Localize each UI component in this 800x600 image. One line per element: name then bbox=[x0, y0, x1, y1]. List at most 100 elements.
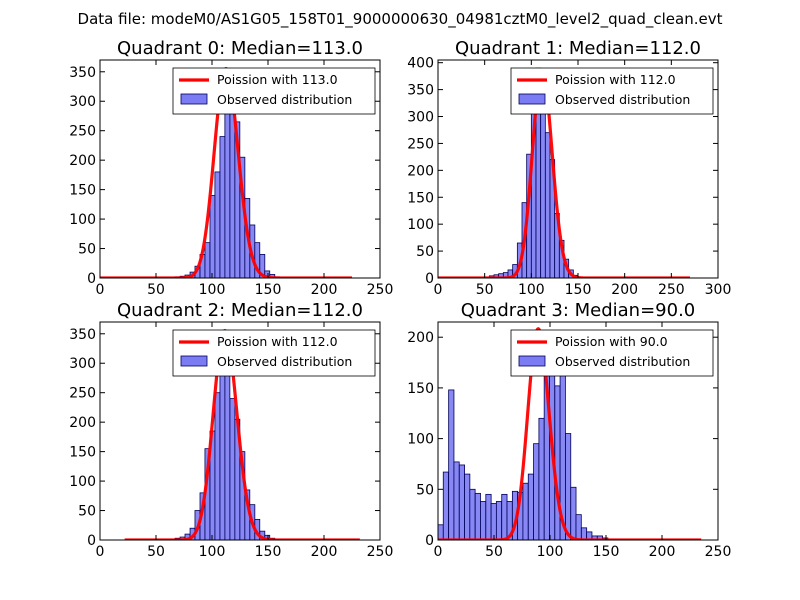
histogram-bar bbox=[527, 473, 534, 540]
figure-suptitle: Data file: modeM0/AS1G05_158T01_90000006… bbox=[78, 10, 723, 29]
axes-frame bbox=[437, 321, 719, 541]
histogram-bar bbox=[533, 443, 540, 540]
x-tick-label: 0 bbox=[434, 282, 443, 298]
y-tick-label: 50 bbox=[78, 242, 96, 258]
y-tick-label: 150 bbox=[69, 445, 96, 461]
histogram-bar bbox=[565, 433, 572, 540]
x-tick-label: 100 bbox=[199, 282, 226, 298]
histogram-bar bbox=[490, 503, 497, 540]
x-tick-label: 100 bbox=[537, 544, 564, 560]
x-tick-label: 250 bbox=[367, 544, 394, 560]
chart-panel-2: 0 50 100 150 200 250 0 50 100 150 200 250 300 350 Quad… bbox=[69, 300, 393, 560]
legend-hist-label: Observed distribution bbox=[555, 92, 690, 107]
histogram-bar bbox=[448, 389, 455, 540]
y-tick-label: 400 bbox=[407, 56, 434, 72]
legend-line-label: Poission with 113.0 bbox=[217, 72, 338, 87]
chart-panel-1: 0 50 100 150 200 250 300 0 50 100 150 200 250 300 350 4… bbox=[407, 38, 731, 298]
histogram-bar bbox=[214, 392, 221, 540]
legend-hist-label: Observed distribution bbox=[217, 92, 352, 107]
histogram-bar bbox=[453, 461, 460, 540]
y-tick-label: 200 bbox=[69, 415, 96, 431]
x-tick-label: 100 bbox=[518, 282, 545, 298]
y-tick-label: 150 bbox=[407, 190, 434, 206]
legend-line-label: Poission with 112.0 bbox=[555, 72, 676, 87]
y-tick-label: 200 bbox=[407, 330, 434, 346]
histogram-bar bbox=[219, 351, 226, 540]
y-tick-label: 350 bbox=[69, 65, 96, 81]
y-tick-label: 50 bbox=[416, 482, 434, 498]
y-tick-label: 300 bbox=[69, 356, 96, 372]
x-tick-label: 50 bbox=[147, 544, 165, 560]
y-tick-label: 350 bbox=[407, 83, 434, 99]
x-tick-label: 300 bbox=[705, 282, 732, 298]
histogram-bar bbox=[538, 417, 545, 540]
legend: Poission with 113.0 Observed distribution bbox=[172, 67, 376, 115]
y-tick-label: 100 bbox=[69, 474, 96, 490]
histogram-bar bbox=[469, 488, 476, 540]
legend-box bbox=[510, 329, 714, 377]
legend-hist-swatch bbox=[180, 355, 208, 367]
poisson-curve bbox=[438, 68, 690, 278]
legend: Poission with 112.0 Observed distribution bbox=[510, 67, 714, 115]
legend-hist-swatch bbox=[180, 93, 208, 105]
x-tick-label: 200 bbox=[611, 282, 638, 298]
x-tick-label: 200 bbox=[311, 282, 338, 298]
histogram-bar bbox=[259, 254, 266, 278]
x-tick-label: 150 bbox=[565, 282, 592, 298]
chart-title: Quadrant 3: Median=90.0 bbox=[461, 300, 696, 321]
histogram-bar bbox=[580, 527, 588, 540]
chart-title: Quadrant 0: Median=113.0 bbox=[117, 38, 363, 59]
histogram-bar bbox=[442, 471, 449, 540]
histogram-bar bbox=[209, 195, 216, 278]
histogram-bar bbox=[575, 514, 582, 540]
histogram-bar bbox=[458, 464, 465, 540]
chart-panel-3: 0 50 100 150 200 250 0 50 100 150 200 Quadrant 3: M… bbox=[407, 300, 731, 560]
x-tick-label: 250 bbox=[705, 544, 732, 560]
legend-hist-label: Observed distribution bbox=[217, 354, 352, 369]
histogram-bar bbox=[224, 100, 231, 278]
y-tick-label: 0 bbox=[87, 271, 96, 287]
chart-title: Quadrant 2: Median=112.0 bbox=[117, 300, 363, 321]
y-tick-label: 200 bbox=[407, 163, 434, 179]
legend-box bbox=[510, 67, 714, 115]
x-tick-label: 200 bbox=[649, 544, 676, 560]
y-tick-label: 250 bbox=[407, 136, 434, 152]
y-tick-label: 100 bbox=[407, 432, 434, 448]
legend-hist-swatch bbox=[518, 355, 546, 367]
y-tick-label: 150 bbox=[407, 381, 434, 397]
y-tick-label: 0 bbox=[87, 533, 96, 549]
histogram-bar bbox=[522, 482, 529, 540]
histogram-bar bbox=[229, 398, 236, 540]
y-tick-label: 50 bbox=[416, 244, 434, 260]
y-tick-label: 100 bbox=[69, 212, 96, 228]
histogram-bar bbox=[474, 492, 481, 540]
histogram-bar bbox=[464, 473, 471, 540]
axes-frame bbox=[99, 59, 381, 279]
histogram-bar bbox=[485, 493, 492, 540]
legend-box bbox=[172, 329, 376, 377]
histogram-bar bbox=[480, 501, 487, 540]
y-tick-label: 300 bbox=[69, 94, 96, 110]
poisson-curve bbox=[438, 326, 702, 540]
legend: Poission with 90.0 Observed distribution bbox=[510, 329, 714, 377]
legend: Poission with 112.0 Observed distribution bbox=[172, 329, 376, 377]
axes-frame bbox=[99, 321, 381, 541]
histogram-bar bbox=[438, 524, 444, 540]
x-tick-label: 0 bbox=[96, 282, 105, 298]
x-tick-label: 150 bbox=[593, 544, 620, 560]
histogram-bar bbox=[501, 493, 508, 540]
y-tick-label: 100 bbox=[407, 217, 434, 233]
histogram-bar bbox=[570, 486, 577, 540]
x-tick-label: 50 bbox=[485, 544, 503, 560]
y-tick-label: 300 bbox=[407, 110, 434, 126]
y-tick-label: 0 bbox=[425, 271, 434, 287]
legend-box bbox=[172, 67, 376, 115]
poisson-curve bbox=[124, 328, 360, 540]
x-tick-label: 0 bbox=[434, 544, 443, 560]
histogram-bar bbox=[495, 501, 503, 540]
y-tick-label: 250 bbox=[69, 386, 96, 402]
y-tick-label: 150 bbox=[69, 183, 96, 199]
x-tick-label: 0 bbox=[96, 544, 105, 560]
x-tick-label: 50 bbox=[476, 282, 494, 298]
